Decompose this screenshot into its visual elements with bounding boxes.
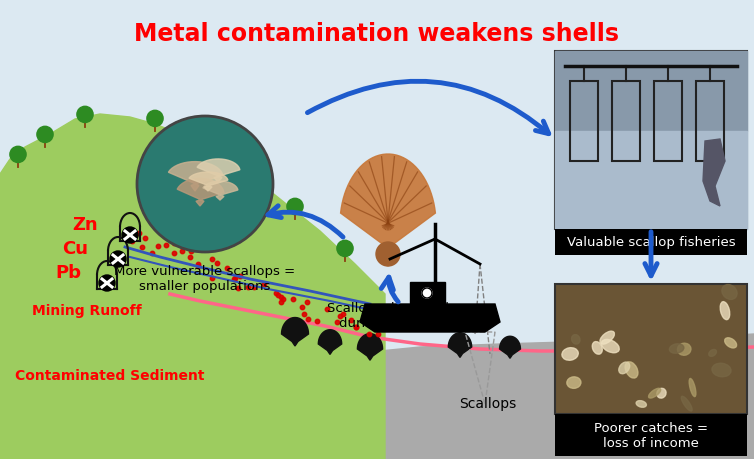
Ellipse shape xyxy=(648,388,661,398)
Ellipse shape xyxy=(600,331,615,344)
Text: Pb: Pb xyxy=(55,263,81,281)
Polygon shape xyxy=(318,330,342,355)
Circle shape xyxy=(422,288,432,298)
Polygon shape xyxy=(410,282,445,304)
FancyBboxPatch shape xyxy=(555,285,747,414)
Polygon shape xyxy=(281,318,308,346)
FancyBboxPatch shape xyxy=(555,52,747,230)
Ellipse shape xyxy=(689,379,696,397)
Text: Contaminated Sediment: Contaminated Sediment xyxy=(15,368,204,382)
Polygon shape xyxy=(203,182,238,201)
Ellipse shape xyxy=(572,335,580,344)
Ellipse shape xyxy=(619,362,630,374)
Ellipse shape xyxy=(682,397,692,411)
Text: Poorer catches =
loss of income: Poorer catches = loss of income xyxy=(594,421,708,449)
Polygon shape xyxy=(500,336,520,358)
Polygon shape xyxy=(449,333,472,358)
Polygon shape xyxy=(703,140,725,207)
Polygon shape xyxy=(357,334,382,360)
Circle shape xyxy=(337,241,353,257)
Circle shape xyxy=(99,275,115,291)
Circle shape xyxy=(287,199,303,215)
Ellipse shape xyxy=(677,343,691,356)
Circle shape xyxy=(147,111,163,127)
Polygon shape xyxy=(360,304,500,332)
Polygon shape xyxy=(341,155,435,266)
Ellipse shape xyxy=(725,338,737,348)
Ellipse shape xyxy=(709,350,716,357)
Ellipse shape xyxy=(657,388,666,398)
Ellipse shape xyxy=(625,362,638,378)
Circle shape xyxy=(227,151,243,167)
Ellipse shape xyxy=(636,401,646,408)
Polygon shape xyxy=(197,160,240,183)
Circle shape xyxy=(122,228,138,243)
Circle shape xyxy=(376,242,400,266)
Polygon shape xyxy=(177,179,224,207)
Polygon shape xyxy=(168,162,223,191)
Text: Metal contamination weakens shells: Metal contamination weakens shells xyxy=(134,22,620,46)
Circle shape xyxy=(137,117,273,252)
Text: Scallops: Scallops xyxy=(459,396,516,410)
Text: Valuable scallop fisheries: Valuable scallop fisheries xyxy=(567,236,735,249)
Text: Zn: Zn xyxy=(72,216,97,234)
Ellipse shape xyxy=(567,377,581,388)
Polygon shape xyxy=(0,115,385,459)
FancyBboxPatch shape xyxy=(555,414,747,456)
Text: Scallops damaged
during capture: Scallops damaged during capture xyxy=(327,302,449,329)
Ellipse shape xyxy=(722,285,737,300)
Text: Cu: Cu xyxy=(62,240,88,257)
FancyBboxPatch shape xyxy=(555,230,747,256)
Circle shape xyxy=(110,252,126,268)
Ellipse shape xyxy=(670,344,684,353)
Ellipse shape xyxy=(562,348,578,360)
Ellipse shape xyxy=(720,302,730,320)
Polygon shape xyxy=(555,132,747,230)
Ellipse shape xyxy=(592,342,602,354)
Circle shape xyxy=(77,107,93,123)
Text: Mining Runoff: Mining Runoff xyxy=(32,303,142,317)
Polygon shape xyxy=(0,334,754,459)
Circle shape xyxy=(10,147,26,163)
Polygon shape xyxy=(555,52,747,132)
Ellipse shape xyxy=(712,364,731,377)
Text: More vulnerable scallops =
smaller populations: More vulnerable scallops = smaller popul… xyxy=(115,264,296,292)
Ellipse shape xyxy=(602,340,619,353)
Polygon shape xyxy=(189,173,228,191)
Circle shape xyxy=(37,127,53,143)
